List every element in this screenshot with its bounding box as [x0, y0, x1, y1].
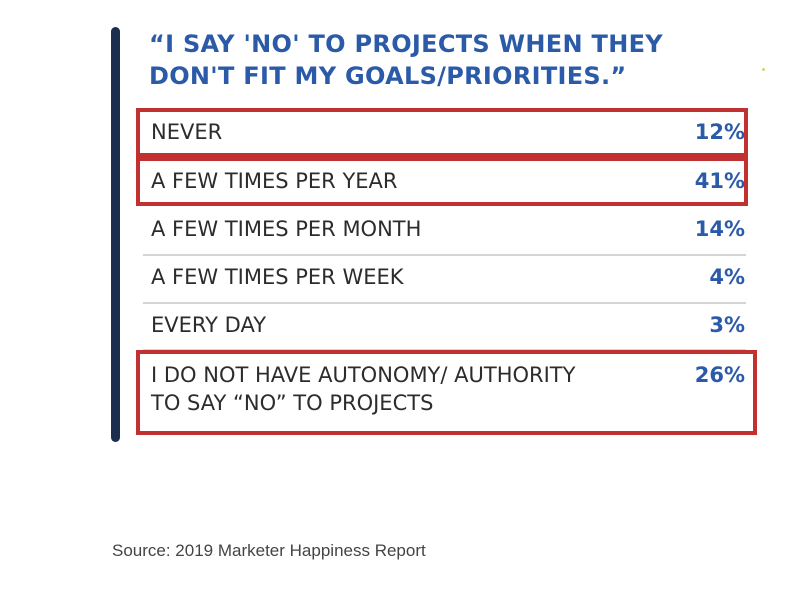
highlight-box — [136, 157, 748, 206]
source-note: Source: 2019 Marketer Happiness Report — [112, 541, 426, 560]
row-divider — [143, 302, 746, 304]
highlight-box — [136, 350, 757, 435]
row-value: 41% — [694, 169, 745, 193]
row-value: 4% — [709, 265, 745, 289]
decorative-dot — [762, 68, 765, 71]
row-divider — [143, 254, 746, 256]
row-label: NEVER — [151, 120, 223, 144]
table-row: EVERY DAY 3% — [149, 311, 745, 341]
row-label: EVERY DAY — [151, 313, 267, 337]
table-row: A FEW TIMES PER MONTH 14% — [149, 215, 745, 245]
row-label: A FEW TIMES PER YEAR — [151, 169, 398, 193]
row-label: A FEW TIMES PER WEEK — [151, 265, 404, 289]
table-row: A FEW TIMES PER YEAR 41% — [149, 167, 745, 197]
table-row: I DO NOT HAVE AUTONOMY/ AUTHORITY TO SAY… — [149, 361, 745, 421]
row-label: I DO NOT HAVE AUTONOMY/ AUTHORITY TO SAY… — [151, 363, 576, 415]
table-row: NEVER 12% — [149, 118, 745, 148]
row-value: 26% — [694, 363, 745, 387]
row-value: 12% — [694, 120, 745, 144]
accent-bar — [111, 27, 120, 442]
highlight-box — [136, 108, 748, 157]
chart-title: “I SAY 'NO' TO PROJECTS WHEN THEY DON'T … — [149, 30, 663, 90]
row-value: 3% — [709, 313, 745, 337]
row-label: A FEW TIMES PER MONTH — [151, 217, 422, 241]
table-row: A FEW TIMES PER WEEK 4% — [149, 263, 745, 293]
row-value: 14% — [694, 217, 745, 241]
